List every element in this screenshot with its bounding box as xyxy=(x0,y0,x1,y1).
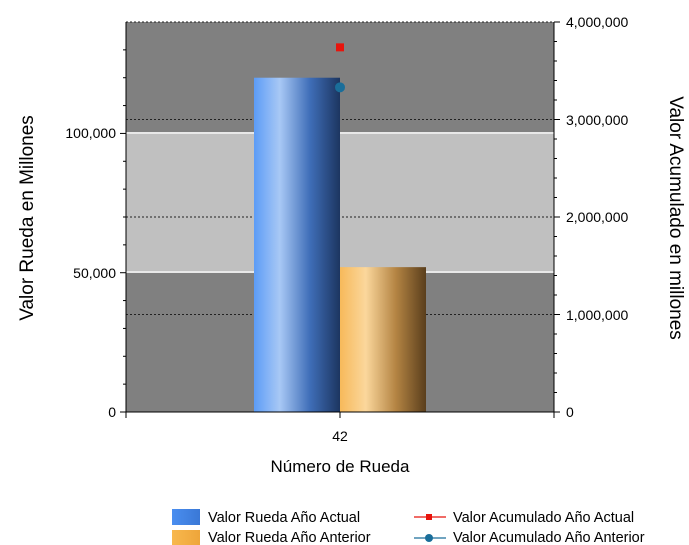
y-right-tick-0: 0 xyxy=(566,404,574,420)
legend: Valor Rueda Año Actual Valor Rueda Año A… xyxy=(172,509,645,545)
bar-valor-rueda-ano-actual xyxy=(254,77,340,412)
legend-label-acum-anterior: Valor Acumulado Año Anterior xyxy=(453,530,645,545)
legend-marker-acum-anterior xyxy=(425,534,433,542)
y-right-tick-1: 1,000,000 xyxy=(566,307,628,323)
minor-ticks xyxy=(120,21,560,418)
y-right-tick-3: 3,000,000 xyxy=(566,112,628,128)
y-left-tick-0: 0 xyxy=(108,404,116,420)
y-right-axis-title: Valor Acumulado en millones xyxy=(665,96,686,340)
legend-label-acum-actual: Valor Acumulado Año Actual xyxy=(453,510,634,526)
legend-swatch-anterior xyxy=(172,530,200,545)
y-left-tick-1: 50,000 xyxy=(73,265,116,281)
legend-swatch-actual xyxy=(172,509,200,525)
legend-label-anterior: Valor Rueda Año Anterior xyxy=(208,530,371,545)
legend-marker-acum-actual xyxy=(426,514,432,520)
y-right-tick-4: 4,000,000 xyxy=(566,14,628,30)
y-left-axis-title: Valor Rueda en Millones xyxy=(17,115,38,321)
legend-label-actual: Valor Rueda Año Actual xyxy=(208,510,360,526)
point-valor-acumulado-ano-anterior xyxy=(335,82,345,93)
y-right-tick-2: 2,000,000 xyxy=(566,209,628,225)
x-axis-title: Número de Rueda xyxy=(271,457,410,476)
x-tick-42: 42 xyxy=(332,428,348,444)
point-valor-acumulado-ano-actual xyxy=(336,43,344,52)
bar-valor-rueda-ano-anterior xyxy=(340,267,426,412)
y-left-tick-2: 100,000 xyxy=(65,125,116,141)
